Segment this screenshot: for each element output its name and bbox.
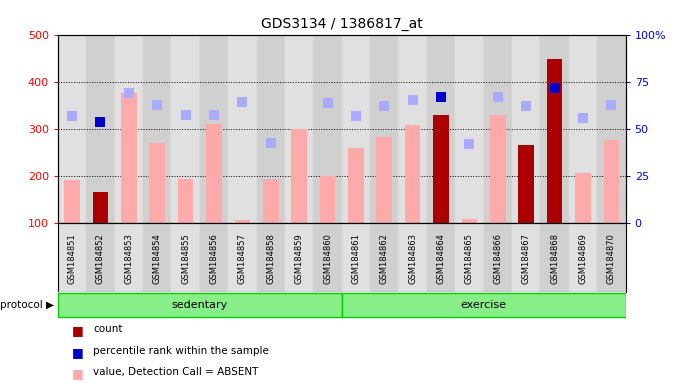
Text: GSM184860: GSM184860 (323, 233, 332, 284)
Bar (604, 141, 619, 223)
Text: GSM184855: GSM184855 (181, 233, 190, 284)
Bar (121, 93, 137, 223)
Bar (114, 223, 143, 292)
Bar (206, 124, 222, 223)
Text: GSM184865: GSM184865 (465, 233, 474, 284)
Text: GSM184863: GSM184863 (408, 233, 417, 284)
Bar (313, 35, 342, 223)
Bar (405, 125, 420, 223)
Bar (143, 223, 171, 292)
Bar (348, 148, 364, 223)
Bar (398, 223, 427, 292)
Bar (377, 137, 392, 223)
Text: ■: ■ (71, 346, 83, 359)
Bar (597, 35, 626, 223)
Bar (568, 35, 597, 223)
Bar (433, 116, 449, 223)
Bar (58, 35, 86, 223)
Text: GSM184856: GSM184856 (209, 233, 218, 284)
Bar (342, 35, 370, 223)
Text: value, Detection Call = ABSENT: value, Detection Call = ABSENT (93, 367, 258, 377)
Bar (92, 192, 108, 223)
Text: GSM184861: GSM184861 (352, 233, 360, 284)
Text: GSM184859: GSM184859 (294, 233, 303, 284)
Text: count: count (93, 324, 122, 334)
Text: GSM184857: GSM184857 (238, 233, 247, 284)
Bar (256, 35, 285, 223)
Text: GSM184858: GSM184858 (267, 233, 275, 284)
Bar (143, 35, 171, 223)
Bar (171, 35, 200, 223)
Bar (58, 293, 342, 317)
Text: GSM184862: GSM184862 (380, 233, 389, 284)
Bar (541, 223, 568, 292)
Bar (370, 223, 398, 292)
Bar (512, 223, 541, 292)
Bar (263, 179, 279, 223)
Bar (575, 173, 591, 223)
Title: GDS3134 / 1386817_at: GDS3134 / 1386817_at (261, 17, 422, 31)
Bar (342, 293, 626, 317)
Bar (200, 35, 228, 223)
Bar (483, 223, 512, 292)
Bar (313, 223, 342, 292)
Bar (370, 35, 398, 223)
Text: GSM184852: GSM184852 (96, 233, 105, 284)
Bar (320, 176, 335, 223)
Bar (547, 60, 562, 223)
Bar (456, 223, 483, 292)
Text: GSM184851: GSM184851 (67, 233, 76, 284)
Bar (200, 223, 228, 292)
Text: GSM184853: GSM184853 (124, 233, 133, 284)
Text: ■: ■ (71, 367, 83, 380)
Bar (291, 129, 307, 223)
Bar (456, 35, 483, 223)
Text: GSM184870: GSM184870 (607, 233, 616, 284)
Bar (490, 116, 506, 223)
Bar (171, 223, 200, 292)
Bar (398, 35, 427, 223)
Bar (285, 35, 313, 223)
Bar (64, 180, 80, 223)
Bar (86, 35, 114, 223)
Bar (568, 223, 597, 292)
Bar (235, 220, 250, 223)
Text: GSM184854: GSM184854 (153, 233, 162, 284)
Bar (285, 223, 313, 292)
Bar (483, 35, 512, 223)
Text: GSM184868: GSM184868 (550, 233, 559, 284)
Bar (177, 179, 193, 223)
Bar (427, 35, 456, 223)
Text: protocol ▶: protocol ▶ (1, 300, 54, 310)
Bar (114, 35, 143, 223)
Text: GSM184866: GSM184866 (494, 233, 503, 284)
Bar (462, 219, 477, 223)
Text: GSM184867: GSM184867 (522, 233, 530, 284)
Bar (597, 223, 626, 292)
Bar (342, 223, 370, 292)
Bar (512, 35, 541, 223)
Text: GSM184869: GSM184869 (579, 233, 588, 284)
Bar (228, 223, 256, 292)
Bar (150, 143, 165, 223)
Bar (518, 145, 534, 223)
Bar (58, 223, 86, 292)
Bar (228, 35, 256, 223)
Bar (256, 223, 285, 292)
Text: sedentary: sedentary (171, 300, 228, 310)
Text: percentile rank within the sample: percentile rank within the sample (93, 346, 269, 356)
Bar (427, 223, 456, 292)
Text: GSM184864: GSM184864 (437, 233, 445, 284)
Text: exercise: exercise (460, 300, 507, 310)
Bar (541, 35, 568, 223)
Bar (86, 223, 114, 292)
Text: ■: ■ (71, 324, 83, 338)
